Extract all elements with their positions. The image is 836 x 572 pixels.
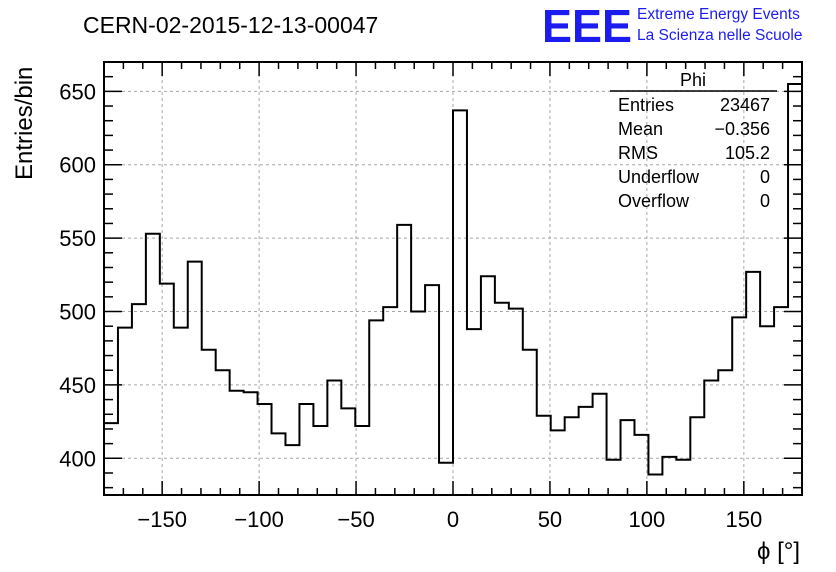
stats-label: Underflow bbox=[618, 167, 700, 187]
histogram-series-line bbox=[104, 83, 802, 476]
stats-rows: Entries 23467 Mean −0.356 RMS 105.2 Underflow 0… bbox=[618, 95, 770, 211]
stats-value: 0 bbox=[760, 191, 770, 211]
y-tick-label: 600 bbox=[59, 153, 96, 178]
stats-title: Phi bbox=[680, 70, 706, 90]
x-tick-label: 0 bbox=[447, 507, 459, 532]
x-tick-label: 50 bbox=[538, 507, 562, 532]
stats-value: 0 bbox=[760, 167, 770, 187]
stats-label: Entries bbox=[618, 95, 674, 115]
y-tick-label: 450 bbox=[59, 373, 96, 398]
stats-label: Mean bbox=[618, 119, 663, 139]
x-tick-label: −150 bbox=[137, 507, 187, 532]
stats-value: 105.2 bbox=[725, 143, 770, 163]
y-tick-label: 500 bbox=[59, 300, 96, 325]
stats-box: Phi Entries 23467 Mean −0.356 RMS 105.2 Underf… bbox=[610, 70, 777, 211]
axis-ticks bbox=[104, 61, 802, 495]
y-tick-labels: 400 450 500 550 600 650 bbox=[59, 79, 96, 471]
stats-label: RMS bbox=[618, 143, 658, 163]
y-tick-label: 400 bbox=[59, 446, 96, 471]
y-tick-label: 550 bbox=[59, 226, 96, 251]
stats-value: −0.356 bbox=[714, 119, 770, 139]
stats-label: Overflow bbox=[618, 191, 690, 211]
x-tick-label: 150 bbox=[725, 507, 762, 532]
logo-line-1: Extreme Energy Events bbox=[637, 6, 800, 23]
x-tick-labels: −150 −100 −50 0 50 100 150 bbox=[137, 507, 762, 532]
y-tick-label: 650 bbox=[59, 79, 96, 104]
chart-title: CERN-02-2015-12-13-00047 bbox=[83, 12, 378, 38]
x-tick-label: 100 bbox=[629, 507, 666, 532]
logo-line-2: La Scienza nelle Scuole bbox=[637, 27, 802, 44]
stats-value: 23467 bbox=[720, 95, 770, 115]
x-tick-label: −100 bbox=[234, 507, 284, 532]
eee-logo-mark: EEE bbox=[542, 0, 632, 52]
y-axis-label: Entries/bin bbox=[11, 67, 38, 180]
x-tick-label: −50 bbox=[337, 507, 374, 532]
x-axis-label: ϕ [°] bbox=[757, 538, 800, 565]
